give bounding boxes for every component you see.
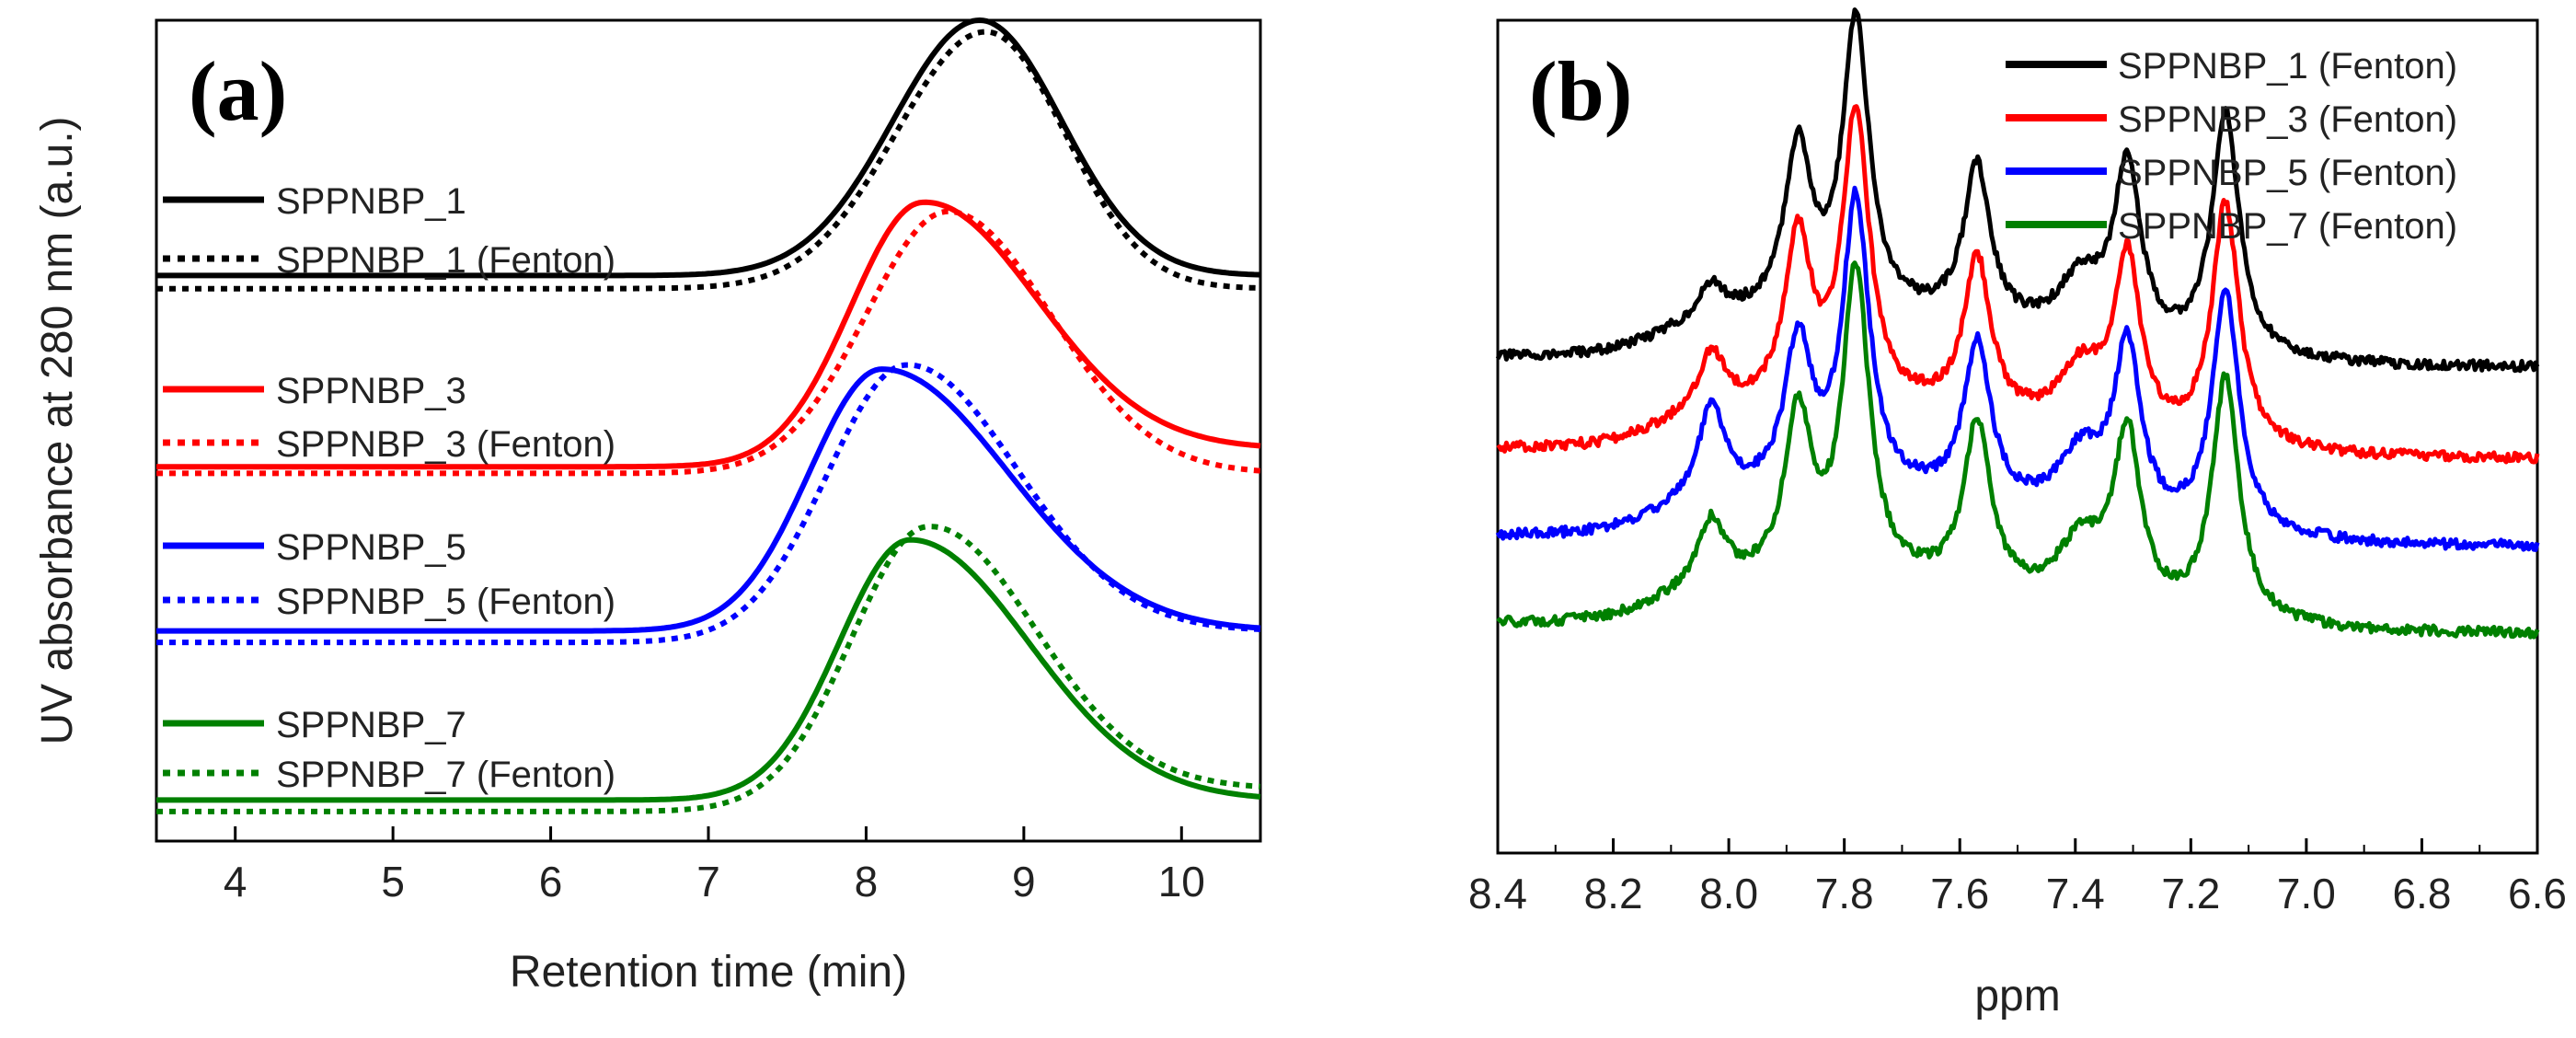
panel-b-legend: SPPNBP_1 (Fenton) SPPNBP_3 (Fenton) SPPNBP…: [2006, 46, 2457, 247]
panel-b-x-tick-label: 6.8: [2392, 870, 2451, 917]
panel-b-legend-label-sppnbp-3-fenton: SPPNBP_3 (Fenton): [2118, 99, 2457, 140]
panel-b-chart: (b) 8.4 8.2 8.0 7.8 7.6 7.4 7.2 7.0 6.8 6.6 SPPNB…: [1468, 7, 2567, 1021]
panel-b-x-tick-label: 7.6: [1930, 870, 1989, 917]
panel-b-series-sppnbp-7-fenton: [1496, 260, 2540, 640]
panel-a-legend-label-sppnbp-1: SPPNBP_1: [276, 181, 466, 222]
panel-a-x-tick-label: 10: [1158, 858, 1205, 905]
panel-a-legend-label-sppnbp-7-fenton: SPPNBP_7 (Fenton): [276, 755, 615, 795]
panel-a-series-sppnbp-5-fenton: [156, 362, 1261, 646]
panel-a-legend-label-sppnbp-1-fenton: SPPNBP_1 (Fenton): [276, 240, 615, 281]
panel-a-series-sppnbp-3: [156, 199, 1261, 470]
panel-b-x-tick-label: 7.2: [2161, 870, 2220, 917]
panel-b-legend-label-sppnbp-7-fenton: SPPNBP_7 (Fenton): [2118, 206, 2457, 247]
panel-b-x-tick-label: 8.2: [1584, 870, 1643, 917]
panel-a-series-sppnbp-3-fenton: [156, 208, 1261, 477]
panel-b-legend-label-sppnbp-5-fenton: SPPNBP_5 (Fenton): [2118, 153, 2457, 193]
panel-a-legend-label-sppnbp-5-fenton: SPPNBP_5 (Fenton): [276, 582, 615, 622]
panel-a-series-sppnbp-7-fenton: [156, 524, 1261, 814]
panel-b-label: (b): [1529, 44, 1632, 138]
panel-b-legend-label-sppnbp-1-fenton: SPPNBP_1 (Fenton): [2118, 46, 2457, 86]
panel-a-series-sppnbp-7: [156, 536, 1261, 803]
panel-a-x-tick-label: 5: [381, 858, 405, 905]
panel-a-legend-label-sppnbp-3-fenton: SPPNBP_3 (Fenton): [276, 424, 615, 465]
panel-a-legend-label-sppnbp-3: SPPNBP_3: [276, 371, 466, 411]
panel-a-y-axis-label: UV absorbance at 280 nm (a.u.): [33, 116, 82, 744]
panel-a-legend-label-sppnbp-7: SPPNBP_7: [276, 705, 466, 745]
panel-b-series-sppnbp-3-fenton: [1496, 104, 2540, 465]
panel-a-series-sppnbp-1-fenton: [156, 29, 1261, 292]
panel-b-x-tick-label: 7.4: [2046, 870, 2105, 917]
panel-b-series-sppnbp-1-fenton: [1495, 7, 2540, 374]
panel-b-x-tick-label: 7.8: [1815, 870, 1874, 917]
panel-a-x-tick-label: 8: [855, 858, 879, 905]
panel-b-x-tick-label: 8.0: [1699, 870, 1758, 917]
panel-a-x-tick-label: 9: [1012, 858, 1036, 905]
panel-b-plot-frame: [1496, 18, 2539, 855]
panel-a-label: (a): [189, 44, 287, 138]
panel-a-legend: SPPNBP_1 SPPNBP_1 (Fenton) SPPNBP_3 SPPNBP_…: [163, 181, 615, 795]
panel-a-x-tick-label: 7: [696, 858, 720, 905]
panel-a-x-ticks: 4 5 6 7 8 9 10: [224, 826, 1205, 905]
panel-a-x-tick-label: 6: [539, 858, 563, 905]
panel-a-legend-label-sppnbp-5: SPPNBP_5: [276, 527, 466, 568]
panel-b-x-tick-label: 7.0: [2277, 870, 2336, 917]
panel-a-x-axis-label: Retention time (min): [510, 948, 907, 997]
panel-b-x-tick-label: 6.6: [2508, 870, 2567, 917]
panel-a-series-group: [156, 17, 1261, 814]
panel-b-x-ticks: 8.4 8.2 8.0 7.8 7.6 7.4 7.2 7.0 6.8 6.6: [1468, 838, 2567, 917]
panel-b-series-sppnbp-5-fenton: [1495, 185, 2540, 552]
panel-b-series-group: [1495, 7, 2540, 640]
panel-b-x-axis-label: ppm: [1974, 972, 2060, 1021]
panel-b-x-tick-label: 8.4: [1468, 870, 1527, 917]
panel-a-series-sppnbp-1: [156, 17, 1261, 279]
panel-a-x-tick-label: 4: [224, 858, 247, 905]
